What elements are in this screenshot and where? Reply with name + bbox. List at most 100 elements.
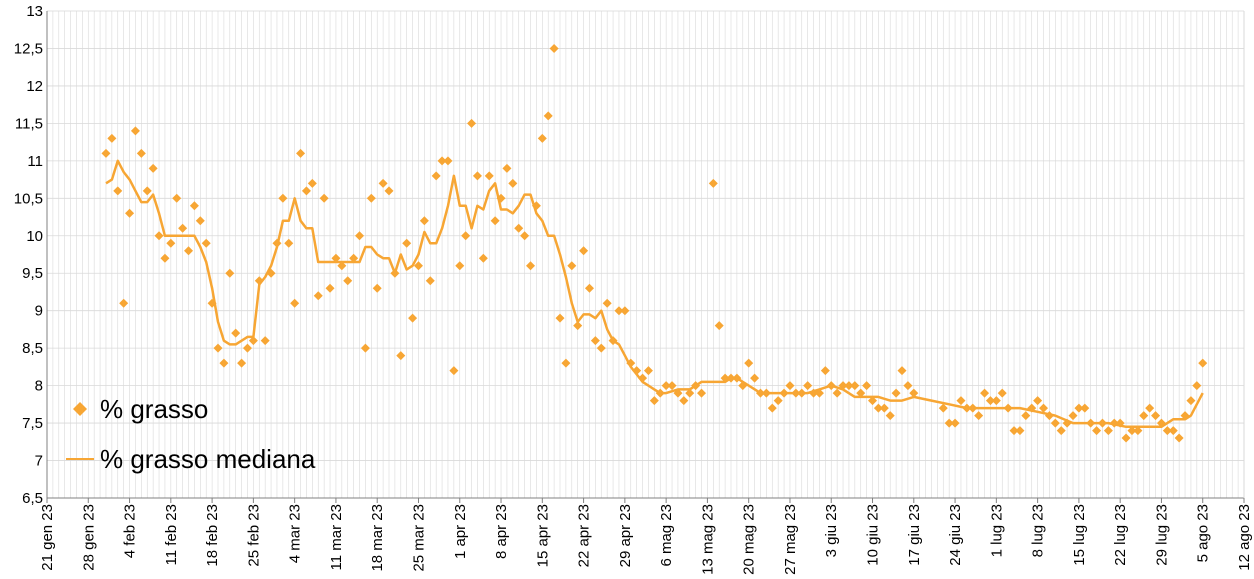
data-point xyxy=(419,216,429,226)
data-point xyxy=(1162,426,1172,436)
data-point xyxy=(844,381,854,391)
data-point xyxy=(349,253,359,263)
data-point xyxy=(868,396,878,406)
data-point xyxy=(885,411,895,421)
data-point xyxy=(655,388,665,398)
data-point xyxy=(820,366,830,376)
data-point xyxy=(726,373,736,383)
data-point xyxy=(1015,426,1025,436)
data-point xyxy=(242,343,252,353)
data-point xyxy=(260,336,270,346)
data-point xyxy=(278,193,288,203)
x-tick-label: 4 mar 23 xyxy=(287,504,304,563)
data-point xyxy=(1127,426,1137,436)
data-point xyxy=(773,396,783,406)
data-point xyxy=(1074,403,1084,413)
y-tick-label: 8 xyxy=(35,378,43,395)
data-point xyxy=(673,388,683,398)
data-point xyxy=(1039,403,1049,413)
x-tick-label: 17 giu 23 xyxy=(906,504,923,566)
data-point xyxy=(325,283,335,293)
data-point xyxy=(125,208,135,218)
y-tick-label: 9 xyxy=(35,303,43,320)
data-point xyxy=(643,366,653,376)
data-point xyxy=(1151,411,1161,421)
data-point xyxy=(750,373,760,383)
data-point xyxy=(101,148,111,158)
data-point xyxy=(443,156,453,166)
x-tick-label: 29 apr 23 xyxy=(617,504,634,567)
y-tick-label: 7 xyxy=(35,453,43,470)
data-point xyxy=(372,283,382,293)
data-point xyxy=(638,373,648,383)
data-point xyxy=(537,133,547,143)
grid xyxy=(46,10,1245,499)
data-point xyxy=(785,381,795,391)
data-point xyxy=(614,306,624,316)
data-point xyxy=(549,43,559,53)
data-point xyxy=(809,388,819,398)
data-point xyxy=(231,328,241,338)
data-point xyxy=(991,396,1001,406)
x-tick-label: 8 lug 23 xyxy=(1030,504,1047,557)
x-tick-label: 28 gen 23 xyxy=(80,504,97,571)
data-point xyxy=(425,276,435,286)
data-point xyxy=(307,178,317,188)
data-point xyxy=(213,343,223,353)
data-point xyxy=(172,193,182,203)
x-tick-label: 8 apr 23 xyxy=(493,504,510,559)
data-point xyxy=(985,396,995,406)
x-tick-label: 22 apr 23 xyxy=(576,504,593,567)
x-tick-label: 21 gen 23 xyxy=(39,504,56,571)
data-point xyxy=(667,381,677,391)
data-point xyxy=(526,261,536,271)
data-point xyxy=(744,358,754,368)
data-point xyxy=(968,403,978,413)
data-point xyxy=(1009,426,1019,436)
data-point xyxy=(366,193,376,203)
y-tick-label: 13 xyxy=(26,3,43,20)
data-point xyxy=(408,313,418,323)
data-point xyxy=(626,358,636,368)
y-tick-label: 12 xyxy=(26,78,43,95)
data-point xyxy=(266,268,276,278)
data-point xyxy=(449,366,459,376)
data-point xyxy=(767,403,777,413)
data-point xyxy=(390,268,400,278)
x-tick-label: 12 ago 23 xyxy=(1236,504,1253,571)
x-tick-label: 11 mar 23 xyxy=(328,504,345,570)
data-point xyxy=(732,373,742,383)
data-point xyxy=(620,306,630,316)
data-point xyxy=(154,231,164,241)
data-point xyxy=(997,388,1007,398)
data-point xyxy=(555,313,565,323)
data-point xyxy=(1068,411,1078,421)
data-point xyxy=(384,186,394,196)
median-line xyxy=(105,159,1204,429)
x-tick-label: 5 ago 23 xyxy=(1195,504,1212,562)
data-point xyxy=(561,358,571,368)
x-tick-labels: 21 gen 23 28 gen 23 4 feb 23 11 feb 23 18 fe… xyxy=(39,504,1253,575)
data-point xyxy=(478,253,488,263)
data-point xyxy=(708,178,718,188)
legend-label-scatter: % grasso xyxy=(100,394,208,424)
data-point xyxy=(903,381,913,391)
axes xyxy=(46,11,1245,503)
data-point xyxy=(879,403,889,413)
y-tick-label: 8,5 xyxy=(22,340,43,357)
data-point xyxy=(803,381,813,391)
data-point xyxy=(254,276,264,286)
data-point xyxy=(567,261,577,271)
data-point xyxy=(897,366,907,376)
data-point xyxy=(814,388,824,398)
data-point xyxy=(313,291,323,301)
data-point xyxy=(219,358,229,368)
data-point xyxy=(1080,403,1090,413)
data-point xyxy=(272,238,282,248)
data-point xyxy=(856,388,866,398)
data-point xyxy=(508,178,518,188)
data-point xyxy=(1044,411,1054,421)
data-point xyxy=(455,261,465,271)
data-point xyxy=(661,381,671,391)
data-point xyxy=(1180,411,1190,421)
